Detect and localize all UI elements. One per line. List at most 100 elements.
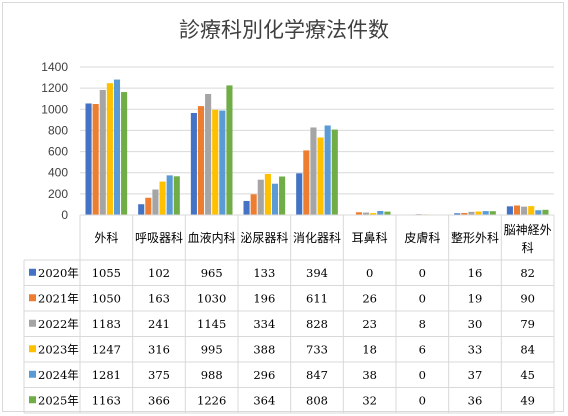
data-cell: 37 (468, 368, 483, 382)
bar (166, 175, 173, 215)
data-cell: 6 (419, 342, 426, 356)
data-cell: 394 (306, 266, 328, 280)
data-cell: 90 (520, 291, 535, 305)
bar (271, 183, 279, 215)
data-cell: 611 (306, 291, 328, 305)
chart-title: 診療科別化学療法件数 (179, 18, 389, 42)
bar (190, 112, 197, 215)
bar (173, 176, 180, 215)
bar (317, 137, 324, 215)
bar (243, 200, 250, 215)
bar (528, 206, 535, 215)
data-cell: 18 (362, 342, 377, 356)
bar (219, 110, 226, 215)
bar (513, 205, 521, 215)
bar (205, 93, 212, 215)
bar (138, 204, 145, 215)
data-cell: 1226 (197, 393, 226, 407)
data-cell: 79 (520, 317, 535, 331)
data-cell: 0 (366, 266, 373, 280)
bar (489, 211, 496, 215)
bar (303, 150, 310, 215)
bar (355, 212, 363, 215)
data-cell: 334 (253, 317, 275, 331)
category-label: 耳鼻科 (352, 230, 388, 245)
series-label: 2020年 (38, 266, 79, 280)
legend-key (29, 370, 36, 378)
bar (468, 211, 475, 215)
bar (506, 206, 513, 215)
data-cell: 0 (419, 393, 426, 407)
bar (121, 92, 128, 215)
data-cell: 19 (468, 291, 483, 305)
data-cell: 296 (253, 368, 275, 382)
data-cell: 32 (362, 393, 377, 407)
data-cell: 23 (362, 317, 377, 331)
category-label: 整形外科 (451, 230, 499, 245)
data-cell: 16 (468, 266, 483, 280)
bar (331, 129, 338, 215)
data-cell: 1030 (197, 291, 226, 305)
data-cell: 241 (148, 317, 170, 331)
bar (384, 211, 391, 215)
bar (152, 189, 159, 215)
data-cell: 30 (468, 317, 483, 331)
category-label: 呼吸器科 (135, 231, 183, 245)
y-tick-label: 1000 (41, 102, 68, 116)
data-cell: 0 (419, 368, 426, 382)
data-cell: 36 (468, 393, 483, 407)
data-cell: 1055 (92, 266, 121, 280)
data-cell: 808 (306, 393, 328, 407)
bar (106, 83, 113, 215)
data-cell: 82 (520, 266, 535, 280)
bar (542, 209, 549, 215)
bar (145, 197, 152, 215)
bar (99, 89, 106, 215)
data-cell: 163 (148, 291, 170, 305)
data-cell: 364 (253, 393, 275, 407)
data-cell: 8 (419, 317, 426, 331)
data-cell: 84 (520, 342, 535, 356)
data-cell: 375 (148, 368, 170, 382)
category-label: 泌尿器科 (240, 231, 288, 245)
data-cell: 388 (253, 342, 275, 356)
data-cell: 38 (362, 368, 377, 382)
bar (250, 194, 257, 215)
data-cell: 366 (148, 393, 170, 407)
data-cell: 965 (201, 266, 223, 280)
category-label: 消化器科 (293, 231, 341, 245)
bar (370, 213, 377, 215)
y-tick-label: 1200 (41, 81, 68, 95)
bar (324, 125, 331, 215)
bar (226, 85, 233, 215)
bar (296, 173, 303, 215)
y-tick-label: 200 (48, 187, 68, 201)
data-cell: 133 (253, 266, 275, 280)
bar (482, 211, 489, 215)
data-cell: 1183 (92, 317, 121, 331)
y-tick-label: 0 (61, 208, 68, 222)
bar (475, 211, 482, 215)
bar (197, 106, 205, 215)
data-cell: 1163 (92, 393, 121, 407)
legend-key (29, 345, 36, 353)
data-cell: 995 (201, 342, 223, 356)
data-cell: 1247 (92, 342, 121, 356)
bar (257, 179, 264, 215)
bar (264, 173, 271, 215)
bar (461, 212, 468, 215)
data-cell: 1050 (92, 291, 121, 305)
series-label: 2025年 (38, 393, 79, 407)
data-cell: 828 (306, 317, 328, 331)
data-cell: 1145 (197, 317, 226, 331)
bar (521, 206, 528, 215)
data-cell: 0 (419, 291, 426, 305)
data-cell: 0 (419, 266, 426, 280)
y-tick-label: 1400 (41, 60, 68, 74)
data-cell: 847 (306, 368, 328, 382)
y-tick-label: 400 (48, 166, 68, 180)
data-cell: 26 (362, 291, 377, 305)
bar (454, 213, 461, 215)
category-label: 皮膚科 (404, 230, 440, 245)
